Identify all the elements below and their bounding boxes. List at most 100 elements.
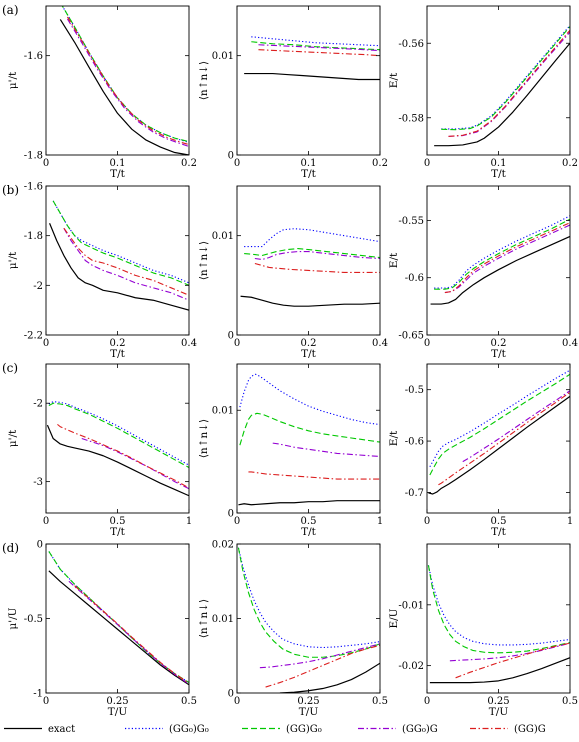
- x-tick-label: 0: [43, 696, 49, 707]
- y-axis-label: E/U: [388, 608, 400, 628]
- y-axis-label: ⟨n↑n↓⟩: [198, 241, 210, 280]
- series-line-3: [68, 580, 189, 685]
- series-line-0: [429, 657, 570, 684]
- panel-0-2: 0 0.1 0.2 -0.58 -0.56 T/t E/t: [388, 5, 578, 180]
- legend-label: (GG)G: [514, 724, 546, 735]
- y-tick-label: -1.8: [24, 151, 43, 162]
- series-line-1: [251, 36, 380, 47]
- x-tick-label: 0: [424, 338, 430, 349]
- row-tags: (a) (b) (c) (d): [2, 3, 19, 555]
- series-line-2: [239, 412, 380, 446]
- x-axis-label: T/t: [301, 526, 317, 538]
- x-tick-label: 0.5: [301, 516, 317, 527]
- x-tick-label: 1: [377, 516, 383, 527]
- series-line-1: [427, 565, 570, 646]
- plot-frame: [45, 363, 190, 514]
- series-line-2: [429, 373, 570, 476]
- series-line-2: [434, 218, 570, 290]
- y-tick-label: -2.2: [24, 331, 43, 342]
- x-tick-label: 0: [43, 516, 49, 527]
- series-lines: [59, 6, 189, 155]
- series-line-4: [254, 262, 380, 273]
- x-tick-label: 0.5: [491, 516, 507, 527]
- x-tick-label: 0.5: [110, 516, 126, 527]
- y-axis-label: ⟨n↑n↓⟩: [198, 419, 210, 458]
- y-tick-label: -3: [33, 477, 43, 488]
- series-line-3: [258, 44, 380, 52]
- y-tick-label: 0: [228, 509, 234, 520]
- x-axis-label: T/t: [491, 168, 507, 180]
- y-axis-label: E/t: [388, 72, 400, 88]
- panel-1-1: 0 0.2 0.4 0 0.01 T/t ⟨n↑n↓⟩: [198, 185, 388, 360]
- plot-frame: [426, 543, 571, 694]
- y-tick-label: 0.01: [212, 231, 234, 242]
- plot-frame: [426, 5, 571, 156]
- y-tick-label: 0.01: [212, 406, 234, 417]
- plot-frame: [426, 185, 571, 336]
- series-line-0: [240, 295, 380, 307]
- legend-label: exact: [48, 724, 75, 735]
- series-line-0: [238, 500, 380, 506]
- y-tick-label: 0.02: [212, 540, 234, 551]
- y-tick-label: -1.8: [24, 231, 43, 242]
- series-lines: [48, 551, 189, 686]
- series-line-3: [81, 437, 189, 490]
- series-line-2: [48, 402, 189, 469]
- x-tick-label: 0: [234, 516, 240, 527]
- series-line-1: [48, 401, 189, 466]
- x-tick-label: 0.1: [301, 158, 317, 169]
- panel-2-2: 0 0.5 1 -0.7 -0.6 -0.5 T/t E/t: [388, 363, 573, 538]
- series-line-3: [63, 227, 189, 301]
- series-line-2: [251, 41, 380, 51]
- panel-1-2: 0 0.2 0.4 -0.65 -0.6 -0.55 T/t E/t: [388, 185, 578, 360]
- series-line-0: [430, 235, 570, 305]
- series-line-0: [434, 42, 570, 147]
- x-axis-label: T/t: [110, 526, 126, 538]
- y-axis-label: μ'/t: [7, 251, 19, 269]
- legend-entry-3: (GG₀)G: [358, 724, 438, 735]
- series-lines: [237, 547, 380, 693]
- x-axis-label: T/U: [489, 706, 509, 718]
- x-axis-label: T/t: [491, 348, 507, 360]
- y-tick-label: -1.6: [24, 51, 43, 62]
- series-line-3: [444, 224, 570, 294]
- series-line-2: [48, 551, 189, 684]
- panel-0-0: 0 0.1 0.2 -1.8 -1.6 T/t μ'/t: [7, 5, 197, 180]
- x-tick-label: 0.25: [487, 696, 509, 707]
- series-line-3: [66, 18, 189, 148]
- y-axis-label: ⟨n↑n↓⟩: [198, 599, 210, 638]
- x-axis-label: T/U: [299, 706, 319, 718]
- series-line-1: [429, 369, 570, 468]
- series-line-0: [428, 395, 570, 495]
- panel-2-0: 0 0.5 1 -3 -2 T/t μ'/t: [7, 363, 192, 538]
- y-tick-label: -0.65: [398, 331, 424, 342]
- x-tick-label: 0.2: [301, 338, 317, 349]
- x-tick-label: 0.2: [181, 158, 197, 169]
- x-axis-label: T/U: [108, 706, 128, 718]
- x-tick-label: 0.5: [181, 696, 197, 707]
- series-line-0: [279, 662, 380, 693]
- series-lines: [49, 200, 189, 311]
- y-tick-label: -0.5: [24, 614, 43, 625]
- series-line-2: [237, 547, 380, 658]
- x-tick-label: 0.2: [372, 158, 388, 169]
- x-tick-label: 0.2: [110, 338, 126, 349]
- plot-frame: [45, 5, 190, 156]
- y-tick-label: -0.56: [398, 39, 424, 50]
- row-tag-a: (a): [2, 3, 19, 17]
- x-tick-label: 0.2: [491, 338, 507, 349]
- row-tag-b: (b): [2, 183, 19, 197]
- series-line-1: [239, 373, 380, 426]
- legend-label: (GG)G₀: [286, 724, 322, 735]
- series-line-0: [59, 19, 189, 155]
- x-tick-label: 0: [424, 696, 430, 707]
- legend-entry-2: (GG)G₀: [242, 724, 322, 735]
- plot-frame: [45, 185, 190, 336]
- y-tick-label: 0: [37, 540, 43, 551]
- y-tick-label: -1: [33, 689, 43, 700]
- y-tick-label: 0: [228, 151, 234, 162]
- y-tick-label: -2: [33, 281, 43, 292]
- series-line-0: [48, 570, 189, 686]
- series-line-2: [441, 26, 570, 131]
